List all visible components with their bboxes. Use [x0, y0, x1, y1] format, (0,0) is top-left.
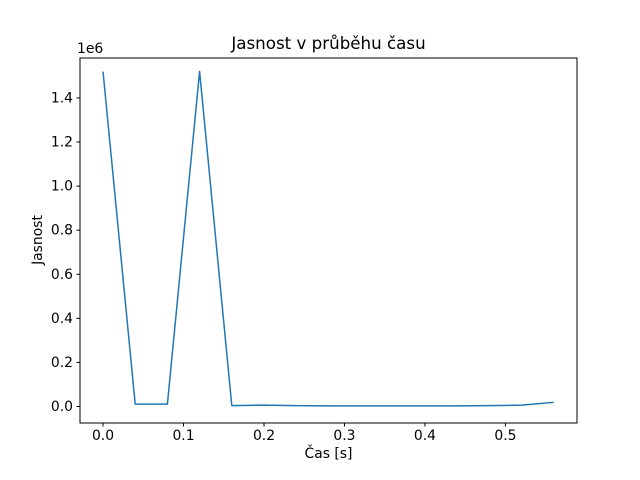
y-tick-label: 1.4	[51, 90, 73, 106]
y-tick-label: 0.4	[51, 311, 73, 327]
y-tick-label: 0.6	[51, 267, 73, 283]
data-line	[102, 70, 554, 407]
x-tick-label: 0.3	[333, 428, 355, 444]
x-axis-label: Čas [s]	[304, 446, 353, 462]
y-axis-offset-text: 1e6	[77, 41, 104, 57]
x-tick-label: 0.4	[414, 428, 436, 444]
x-tick-label: 0.0	[92, 428, 114, 444]
y-tick-label: 0.0	[51, 399, 73, 415]
chart-title: Jasnost v průběhu času	[231, 33, 426, 53]
y-tick-label: 1.2	[51, 135, 73, 151]
plot-border	[79, 57, 578, 424]
x-tick-label: 0.1	[172, 428, 194, 444]
y-tick-label: 0.2	[51, 355, 73, 371]
x-tick-label: 0.5	[494, 428, 516, 444]
y-tick-label: 0.8	[51, 223, 73, 239]
x-tick-label: 0.2	[253, 428, 275, 444]
y-tick-label: 1.0	[51, 179, 73, 195]
